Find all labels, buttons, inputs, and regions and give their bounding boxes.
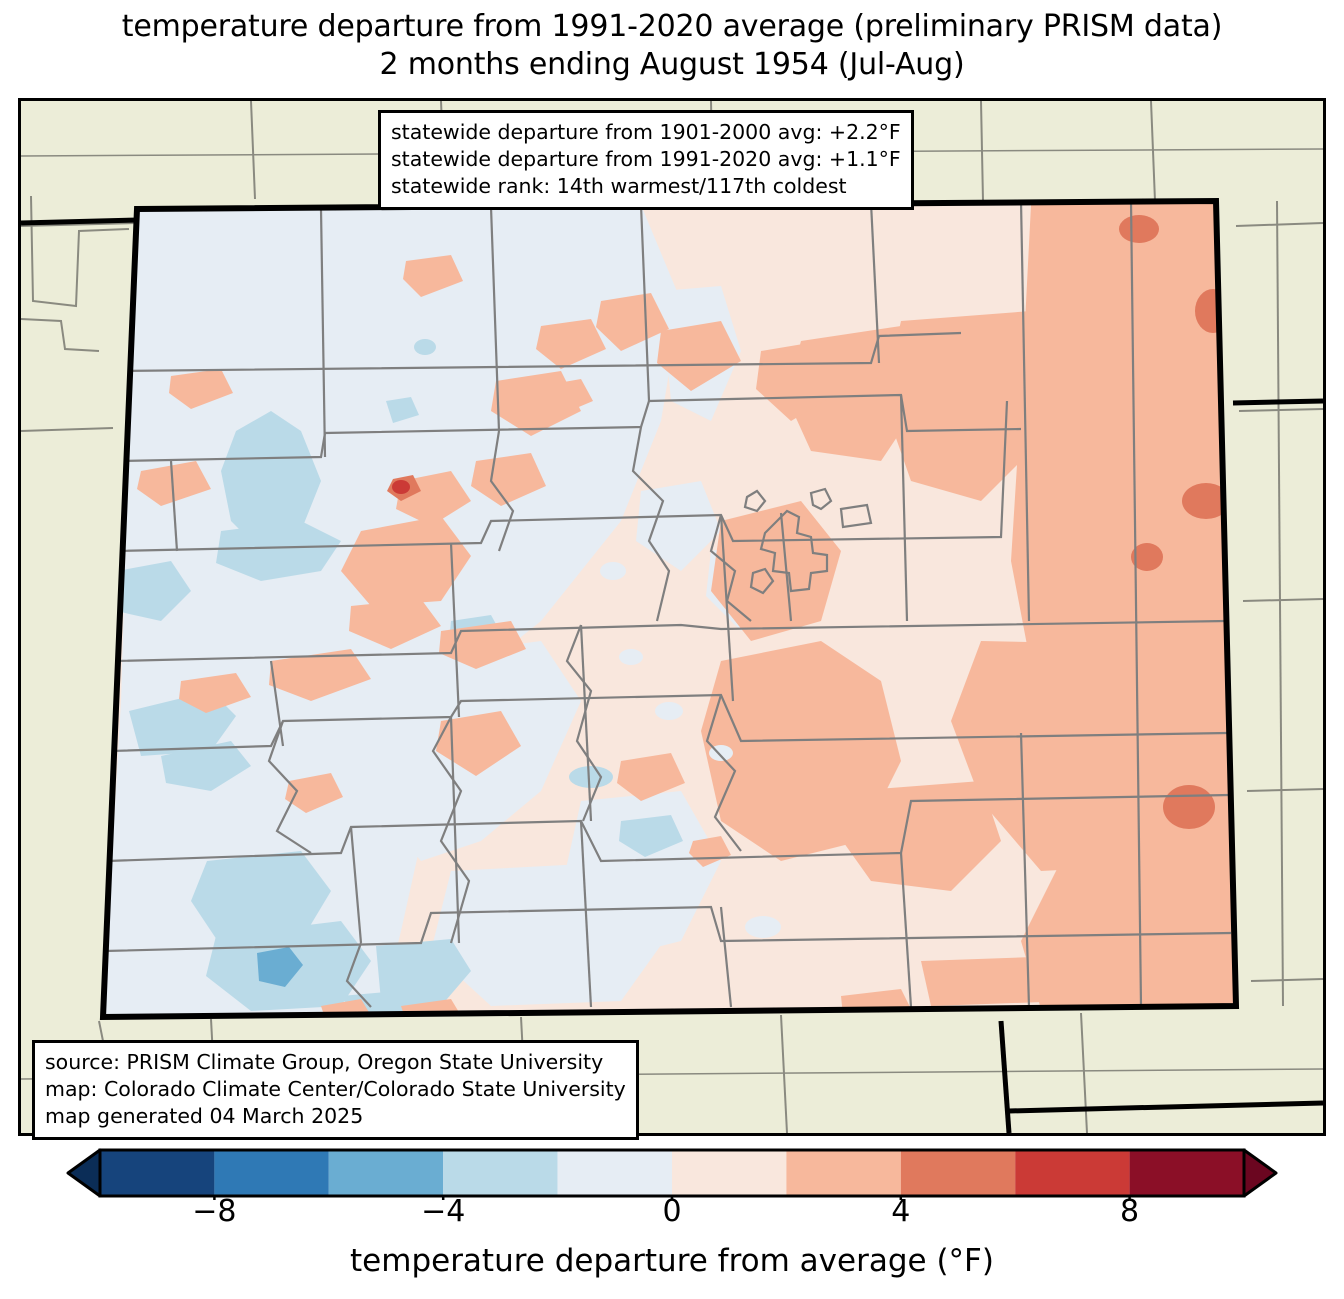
- colorbar-tick-label: −8: [192, 1194, 237, 1229]
- warm-east-central-plains: [951, 641, 1233, 871]
- colorbar-tick-label: −4: [421, 1194, 466, 1229]
- cool-patch-southwest: [431, 861, 671, 1006]
- colorbar: [0, 1146, 1344, 1200]
- colorbar-swatch: [100, 1150, 215, 1196]
- cool-pocket-flattops-south: [216, 521, 341, 581]
- colorbar-tick-labels: −8 −4 0 4 8: [0, 1192, 1344, 1236]
- stat-departure-1991-2020: statewide departure from 1991-2020 avg: …: [391, 147, 901, 171]
- cool-core-sanjuan: [257, 947, 303, 987]
- cool-specks: [296, 322, 781, 938]
- cool-pocket-uncompahgre: [161, 741, 251, 791]
- figure-title: temperature departure from 1991-2020 ave…: [0, 8, 1344, 84]
- cool-pocket-sanjuan-north: [191, 851, 331, 946]
- colorbar-swatch: [443, 1150, 558, 1196]
- colorbar-tick-label: 8: [1120, 1194, 1140, 1229]
- colorbar-tick-label: 4: [891, 1194, 911, 1229]
- warm-arkansas-valley: [839, 781, 1001, 891]
- map-author-line: map: Colorado Climate Center/Colorado St…: [45, 1077, 626, 1101]
- colorbar-swatch: [900, 1150, 1016, 1196]
- map-generated-line: map generated 04 March 2025: [45, 1104, 364, 1128]
- cool-patch-mid: [636, 481, 721, 571]
- cool-pocket-west-edge: [116, 561, 191, 621]
- colorbar-tick-label: 0: [662, 1194, 682, 1229]
- colorbar-under-arrow: [66, 1148, 102, 1198]
- stat-statewide-rank: statewide rank: 14th warmest/117th colde…: [391, 174, 847, 198]
- warm-north-central-plains: [883, 311, 1041, 501]
- cool-dot-north: [386, 397, 419, 423]
- cool-pocket-san-luis: [619, 815, 683, 857]
- warm-mountain-blobs: [137, 255, 913, 1017]
- neutral-south-central: [721, 891, 851, 971]
- stat-departure-1901-2000: statewide departure from 1901-2000 avg: …: [391, 120, 901, 144]
- colorbar-swatch: [557, 1150, 672, 1196]
- cool-pocket-sanjuan-east: [376, 939, 471, 1006]
- cool-pocket-flattops: [221, 411, 321, 551]
- colorbar-axis-label: temperature departure from average (°F): [350, 1243, 994, 1279]
- colorbar-swatch: [214, 1150, 329, 1196]
- title-line-2: 2 months ending August 1954 (Jul-Aug): [379, 47, 965, 82]
- colorbar-ticks: [213, 1196, 1131, 1200]
- statewide-stats-box: statewide departure from 1901-2000 avg: …: [378, 110, 914, 210]
- cool-patch-north: [586, 356, 661, 431]
- colorbar-swatch: [328, 1150, 444, 1196]
- title-line-1: temperature departure from 1991-2020 ave…: [121, 9, 1223, 44]
- colorbar-swatch: [1015, 1150, 1130, 1196]
- warm-northeast-plains: [1011, 201, 1227, 666]
- warm-south-plains-strip: [921, 956, 1071, 1006]
- colorbar-cells: [100, 1150, 1244, 1196]
- hot-spot-dark-core: [392, 480, 410, 494]
- map-panel: [18, 98, 1326, 1136]
- colorbar-swatch: [672, 1150, 787, 1196]
- warm-southeast-plains: [1021, 856, 1236, 1009]
- colorbar-swatch: [1129, 1150, 1244, 1196]
- source-credits-box: source: PRISM Climate Group, Oregon Stat…: [32, 1040, 639, 1140]
- colorado-anomaly-map: [21, 101, 1323, 1133]
- colorbar-swatch: [786, 1150, 901, 1196]
- colorado-county-lines: [104, 201, 1232, 1008]
- neighbor-state-borders: [21, 217, 1323, 1133]
- anomaly-raster: [103, 201, 1236, 1017]
- colorbar-over-arrow: [1242, 1148, 1278, 1198]
- source-line: source: PRISM Climate Group, Oregon Stat…: [45, 1050, 604, 1074]
- cool-specks-medium: [414, 339, 613, 788]
- colorbar-svg: [66, 1148, 1278, 1200]
